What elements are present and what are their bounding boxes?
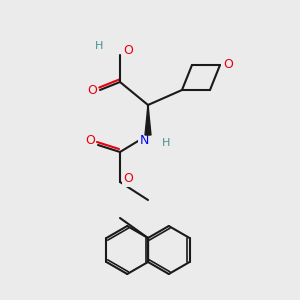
Text: O: O: [223, 58, 233, 71]
Text: O: O: [85, 134, 95, 148]
Text: H: H: [162, 138, 170, 148]
Text: H: H: [95, 41, 103, 51]
Text: N: N: [139, 134, 149, 146]
Text: O: O: [123, 172, 133, 185]
Polygon shape: [145, 105, 151, 135]
Text: O: O: [123, 44, 133, 58]
Text: O: O: [87, 83, 97, 97]
